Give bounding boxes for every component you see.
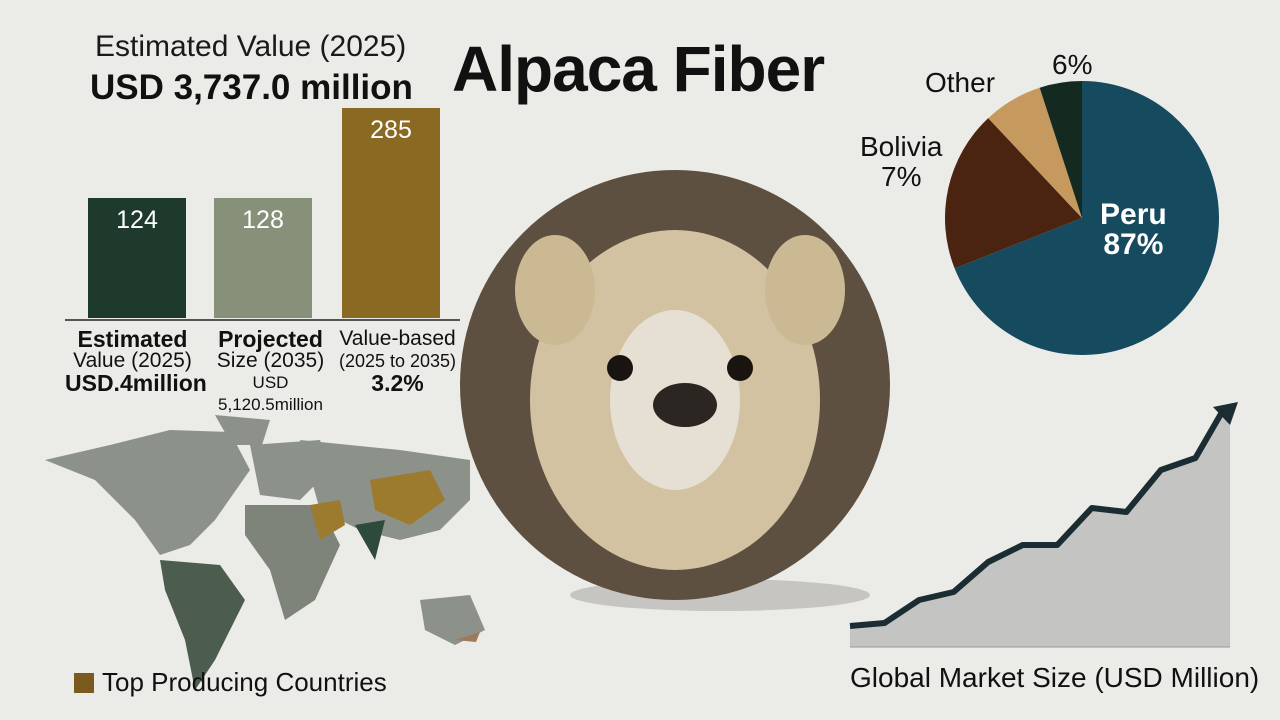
area-chart <box>849 402 1238 648</box>
bar-0 <box>88 198 186 318</box>
slice-name: Peru <box>1100 198 1167 231</box>
caption-line: (2025 to 2035) <box>338 351 457 371</box>
caption-value: USD 5,120.5million <box>218 373 323 414</box>
area-fill <box>850 405 1230 647</box>
pie-label-other: Other <box>925 67 996 98</box>
caption-line: Value (2025) <box>73 349 192 372</box>
caption-line: Size (2035) <box>216 349 325 372</box>
map-middle-east <box>310 500 345 540</box>
pie-label-6pct: 6% <box>1052 49 1093 80</box>
map-australia <box>420 595 485 645</box>
map-greenland <box>215 415 270 445</box>
map-china <box>370 470 445 525</box>
bar-1 <box>214 198 312 318</box>
slice-name: Bolivia <box>860 131 943 162</box>
pie-slice-other <box>988 87 1082 218</box>
pie-label-peru: Peru 87% <box>1100 200 1167 260</box>
map-north-america <box>45 430 250 555</box>
caption-value: USD.4million <box>65 370 207 396</box>
legend-label: Top Producing Countries <box>102 667 387 697</box>
area-line <box>849 410 1225 629</box>
map-nz <box>455 632 480 642</box>
slice-percent: 87% <box>1103 228 1164 261</box>
map-africa <box>245 505 340 620</box>
caption-value: 3.2% <box>371 370 424 396</box>
bar-caption-0: Estimated Value (2025) USD.4million <box>65 326 207 396</box>
map-legend: Top Producing Countries <box>74 667 387 698</box>
bar-caption-1: Projected Size (2035) USD 5,120.5million <box>198 328 343 416</box>
caption-line: Value-based <box>339 327 456 350</box>
estimated-value-label: Estimated Value (2025) <box>95 30 407 63</box>
estimated-value-amount: USD 3,737.0 million <box>90 68 413 107</box>
bar-chart: 124 128 285 <box>65 108 460 321</box>
pie-label-bolivia: Bolivia 7% <box>860 132 942 192</box>
trend-arrow-head <box>1213 402 1238 425</box>
alpaca-photo <box>460 170 890 600</box>
pie-chart <box>945 80 1219 355</box>
bar-data-label: 128 <box>242 206 284 234</box>
bar-data-label: 124 <box>116 206 158 234</box>
caption-bold: Projected <box>218 326 323 352</box>
pie-slice-unlabeled <box>1039 81 1082 218</box>
map-india <box>355 520 385 560</box>
legend-swatch <box>74 672 94 693</box>
slice-percent: 7% <box>881 161 922 192</box>
bar-data-label: 285 <box>370 116 412 144</box>
map-south-america <box>160 560 245 690</box>
caption-bold: Estimated <box>77 326 188 352</box>
pie-slice-peru <box>954 80 1219 355</box>
bar-caption-2: Value-based (2025 to 2035) 3.2% <box>330 327 465 396</box>
page-title: Alpaca Fiber <box>452 33 825 105</box>
bar-2 <box>342 108 440 318</box>
pie-slice-bolivia <box>945 118 1082 269</box>
area-chart-title: Global Market Size (USD Million) <box>850 662 1260 693</box>
world-map <box>45 415 485 690</box>
